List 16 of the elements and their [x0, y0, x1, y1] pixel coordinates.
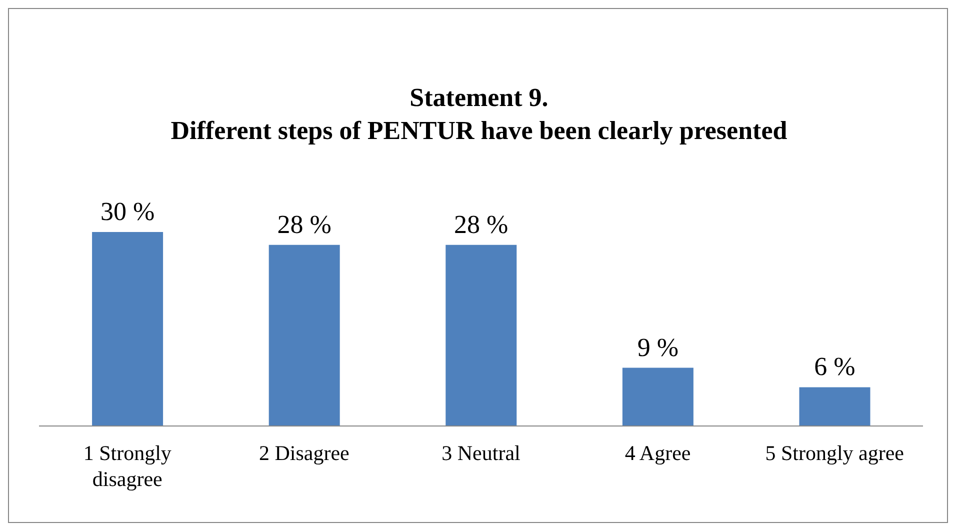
data-label: 9 %	[637, 332, 679, 362]
x-tick-label: 2 Disagree	[259, 441, 350, 465]
data-label: 28 %	[454, 210, 508, 239]
bar	[268, 244, 340, 426]
x-tick-label: 1 Strongly disagree	[83, 441, 172, 491]
bar	[446, 244, 517, 426]
x-tick-label: 5 Strongly agree	[765, 441, 904, 465]
data-label: 28 %	[277, 210, 332, 239]
bar	[622, 368, 694, 426]
data-label: 30 %	[100, 196, 155, 226]
bar	[799, 387, 870, 426]
bar	[92, 232, 164, 426]
x-tick-label: 3 Neutral	[442, 441, 521, 465]
data-label: 6 %	[814, 352, 856, 382]
x-tick-label: 4 Agree	[624, 441, 691, 465]
chart-title: Statement 9. Different steps of PENTUR have been clearly presented	[170, 82, 788, 147]
